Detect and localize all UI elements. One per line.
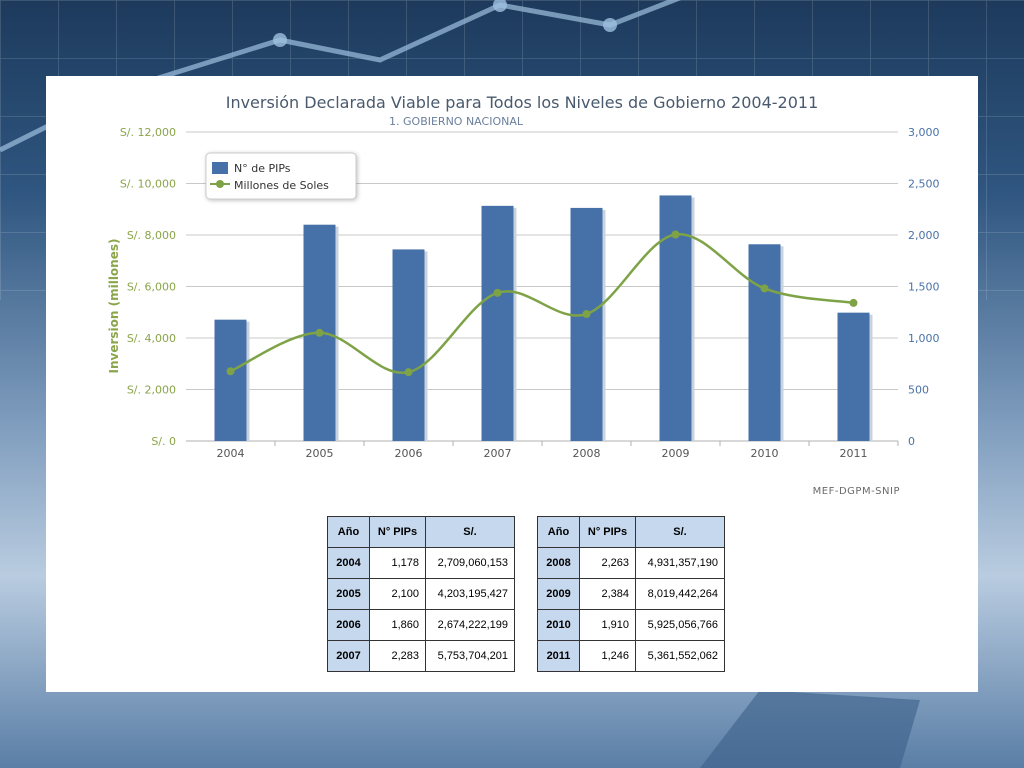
- legend: N° de PIPs Millones de Soles: [205, 152, 357, 200]
- cell-soles: 4,931,357,190: [635, 547, 725, 579]
- header-pips: N° PIPs: [579, 516, 636, 548]
- table-row: 2011 1,246 5,361,552,062: [537, 640, 725, 672]
- cell-soles: 2,674,222,199: [425, 609, 515, 641]
- bar: [214, 319, 247, 441]
- x-tick-label: 2011: [840, 447, 868, 460]
- bar-series: [214, 195, 873, 441]
- cell-soles: 5,925,056,766: [635, 609, 725, 641]
- x-tick-label: 2010: [751, 447, 779, 460]
- line-series: [226, 230, 858, 377]
- cell-soles: 2,709,060,153: [425, 547, 515, 579]
- bar: [837, 312, 870, 441]
- table-row: 2006 1,860 2,674,222,199: [327, 609, 515, 641]
- right-tick-label: 2,000: [908, 229, 940, 242]
- table-header-row: Año N° PIPs S/.: [327, 516, 515, 548]
- bar: [570, 207, 603, 441]
- line-point: [582, 310, 591, 319]
- legend-line-dot: [216, 180, 224, 188]
- cell-year: 2005: [327, 578, 370, 610]
- cell-pips: 2,283: [369, 640, 426, 672]
- x-tick-label: 2009: [662, 447, 690, 460]
- cell-year: 2004: [327, 547, 370, 579]
- left-tick-label: S/. 0: [151, 435, 176, 448]
- cell-pips: 1,910: [579, 609, 636, 641]
- right-tick-label: 3,000: [908, 126, 940, 139]
- chart-title: Inversión Declarada Viable para Todos lo…: [226, 93, 819, 112]
- right-tick-label: 1,000: [908, 332, 940, 345]
- header-year: Año: [327, 516, 370, 548]
- left-tick-label: S/. 6,000: [127, 281, 176, 294]
- header-year: Año: [537, 516, 580, 548]
- table-row: 2008 2,263 4,931,357,190: [537, 547, 725, 579]
- legend-line-label: Millones de Soles: [234, 179, 329, 192]
- line-point: [493, 288, 502, 297]
- table-row: 2009 2,384 8,019,442,264: [537, 578, 725, 610]
- line-point: [849, 298, 858, 307]
- line-point: [226, 367, 235, 376]
- header-pips: N° PIPs: [369, 516, 426, 548]
- cell-year: 2009: [537, 578, 580, 610]
- x-tick-label: 2008: [573, 447, 601, 460]
- x-tick-label: 2006: [395, 447, 423, 460]
- cell-pips: 2,263: [579, 547, 636, 579]
- legend-bar-label: N° de PIPs: [234, 162, 291, 175]
- right-tick-label: 1,500: [908, 281, 940, 294]
- line-point: [315, 328, 324, 337]
- left-axis: S/. 0 S/. 2,000 S/. 4,000 S/. 6,000 S/. 8,00…: [120, 126, 176, 448]
- header-soles: S/.: [635, 516, 725, 548]
- right-tick-label: 0: [908, 435, 915, 448]
- cell-soles: 5,361,552,062: [635, 640, 725, 672]
- left-tick-label: S/. 4,000: [127, 332, 176, 345]
- cell-year: 2011: [537, 640, 580, 672]
- cell-year: 2006: [327, 609, 370, 641]
- cell-pips: 1,178: [369, 547, 426, 579]
- right-tick-label: 2,500: [908, 178, 940, 191]
- left-tick-label: S/. 8,000: [127, 229, 176, 242]
- cell-soles: 4,203,195,427: [425, 578, 515, 610]
- chart-subtitle: 1. GOBIERNO NACIONAL: [389, 115, 524, 128]
- table-header-row: Año N° PIPs S/.: [537, 516, 725, 548]
- data-table-right: Año N° PIPs S/. 2008 2,263 4,931,357,190…: [537, 516, 725, 672]
- cell-year: 2010: [537, 609, 580, 641]
- chart-panel: Inversión Declarada Viable para Todos lo…: [46, 76, 978, 692]
- x-tick-label: 2007: [484, 447, 512, 460]
- right-tick-label: 500: [908, 384, 929, 397]
- line-point: [671, 230, 680, 239]
- table-row: 2004 1,178 2,709,060,153: [327, 547, 515, 579]
- bar: [392, 249, 425, 441]
- bar: [481, 205, 514, 441]
- y-axis-label: Inversion (millones): [107, 239, 121, 374]
- cell-soles: 8,019,442,264: [635, 578, 725, 610]
- left-tick-label: S/. 2,000: [127, 384, 176, 397]
- source-credit: MEF-DGPM-SNIP: [812, 486, 900, 497]
- cell-year: 2007: [327, 640, 370, 672]
- cell-year: 2008: [537, 547, 580, 579]
- cell-pips: 1,860: [369, 609, 426, 641]
- table-row: 2010 1,910 5,925,056,766: [537, 609, 725, 641]
- series-line: [229, 233, 854, 374]
- x-tick-label: 2004: [217, 447, 245, 460]
- line-point: [760, 284, 769, 293]
- data-table-left: Año N° PIPs S/. 2004 1,178 2,709,060,153…: [327, 516, 515, 672]
- cell-pips: 1,246: [579, 640, 636, 672]
- chart: Inversión Declarada Viable para Todos lo…: [107, 93, 940, 460]
- header-soles: S/.: [425, 516, 515, 548]
- left-tick-label: S/. 12,000: [120, 126, 176, 139]
- line-point: [404, 368, 413, 377]
- right-axis: 0 500 1,000 1,500 2,000 2,500 3,000: [908, 126, 940, 448]
- x-tick-label: 2005: [306, 447, 334, 460]
- left-tick-label: S/. 10,000: [120, 178, 176, 191]
- cell-pips: 2,384: [579, 578, 636, 610]
- bar: [748, 244, 781, 441]
- x-axis: 2004 2005 2006 2007 2008 2009 2010 2011: [217, 441, 899, 460]
- cell-pips: 2,100: [369, 578, 426, 610]
- legend-bar-swatch: [212, 162, 228, 174]
- cell-soles: 5,753,704,201: [425, 640, 515, 672]
- table-row: 2007 2,283 5,753,704,201: [327, 640, 515, 672]
- table-row: 2005 2,100 4,203,195,427: [327, 578, 515, 610]
